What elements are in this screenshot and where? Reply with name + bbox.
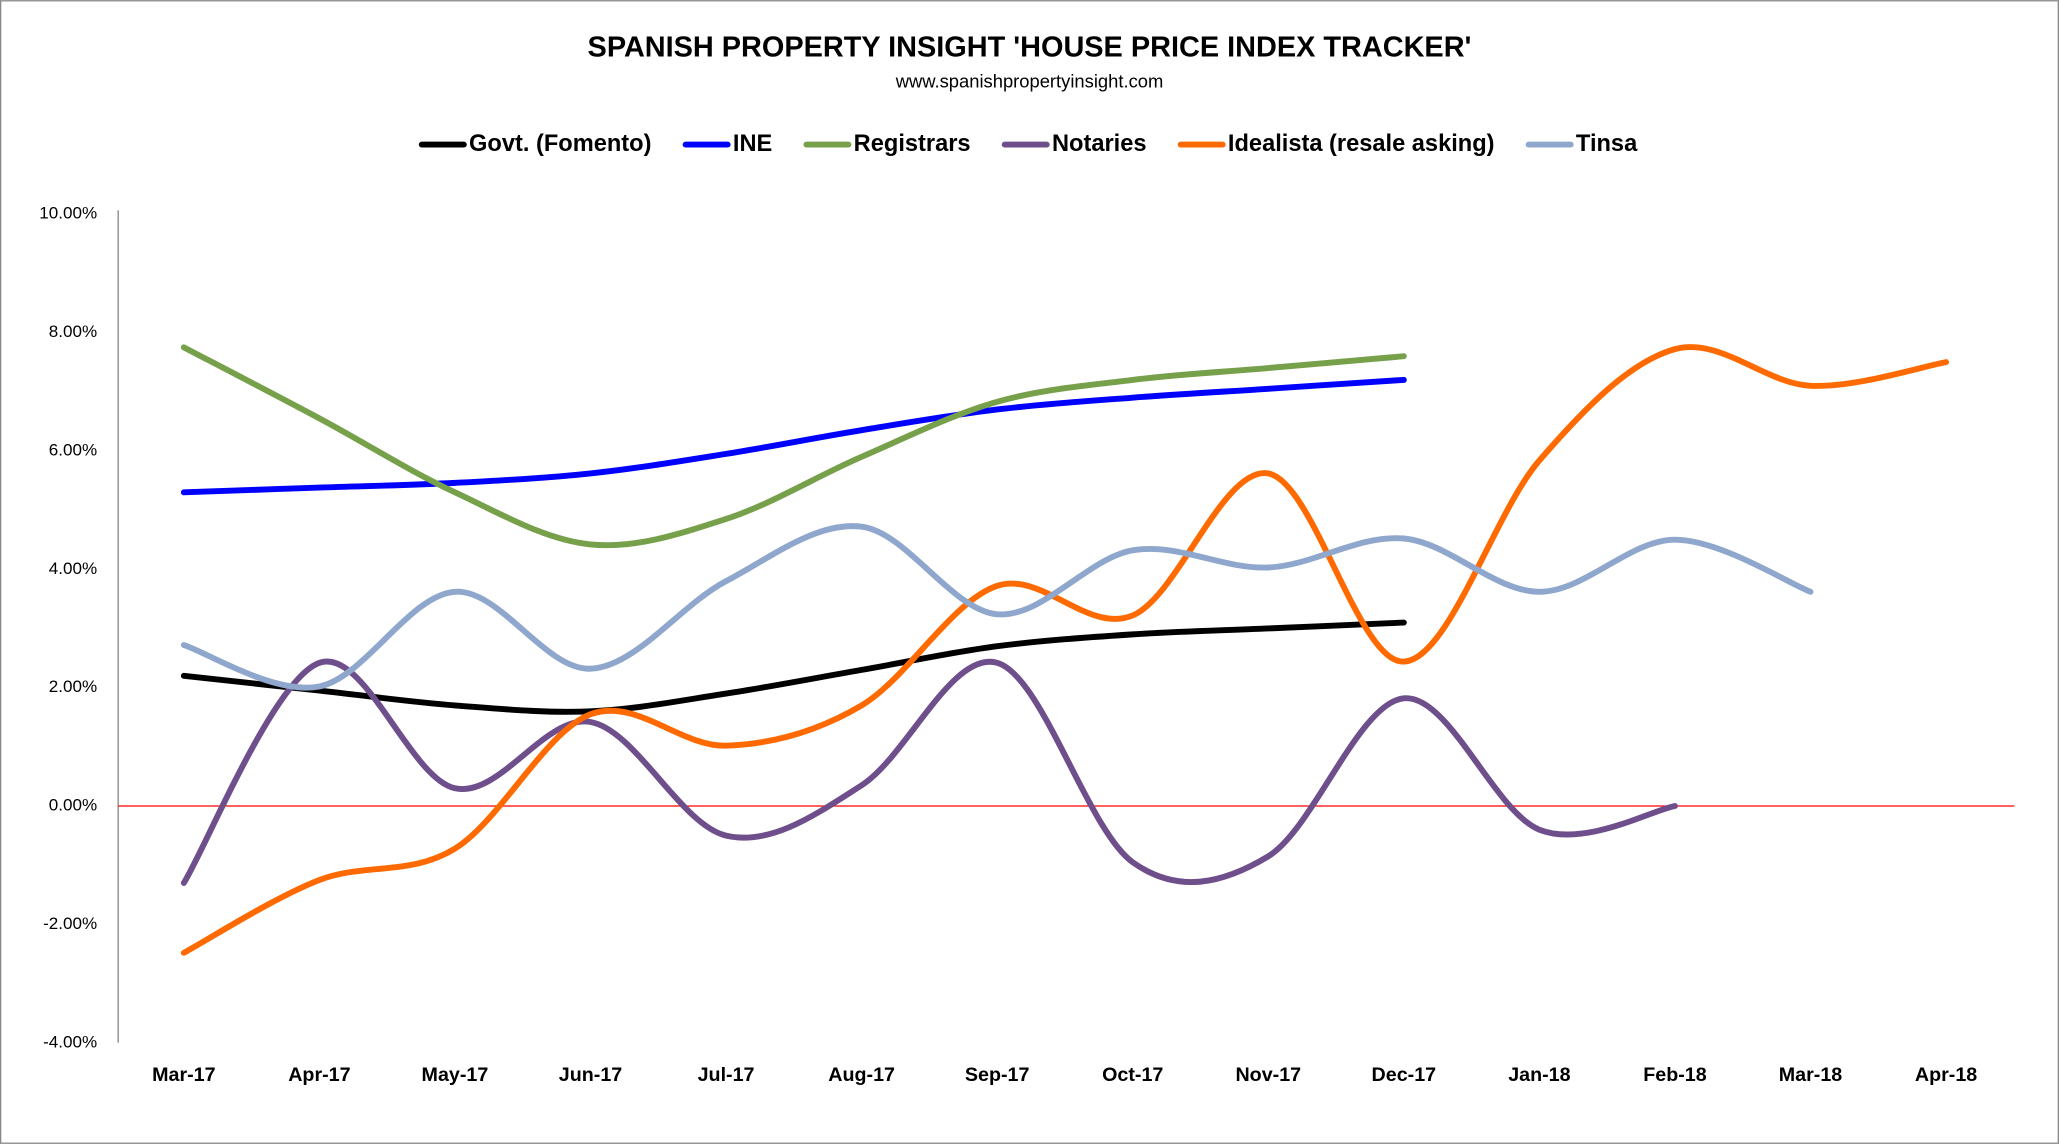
legend-label: INE: [733, 131, 772, 157]
series-line: [180, 619, 1407, 715]
legend-label: Idealista (resale asking): [1228, 131, 1495, 157]
x-tick-label: Aug-17: [828, 1064, 895, 1086]
y-tick-label: -2.00%: [43, 914, 97, 933]
y-tick-label: -4.00%: [43, 1032, 97, 1051]
x-tick-label: Jun-17: [559, 1064, 623, 1086]
x-tick-label: Jan-18: [1508, 1064, 1570, 1086]
x-tick-label: Jul-17: [698, 1064, 755, 1086]
x-tick-label: Mar-17: [152, 1064, 216, 1086]
legend-label: Govt. (Fomento): [469, 131, 651, 157]
y-tick-label: 2.00%: [49, 677, 97, 696]
y-tick-label: 4.00%: [49, 559, 97, 578]
series-line: [180, 344, 1950, 956]
chart-subtitle: www.spanishpropertyinsight.com: [895, 71, 1164, 92]
x-tick-label: May-17: [422, 1064, 489, 1086]
x-tick-label: Apr-18: [1915, 1064, 1977, 1086]
legend-label: Notaries: [1052, 131, 1147, 157]
x-tick-label: Dec-17: [1372, 1064, 1437, 1086]
x-tick-label: Apr-17: [288, 1064, 350, 1086]
x-tick-label: Mar-18: [1779, 1064, 1843, 1086]
legend-label: Registrars: [854, 131, 971, 157]
series-line: [180, 523, 1814, 691]
series-line: [180, 344, 1407, 549]
x-tick-label: Sep-17: [965, 1064, 1030, 1086]
legend-label: Tinsa: [1576, 131, 1638, 157]
y-tick-label: 8.00%: [49, 322, 97, 341]
y-tick-label: 0.00%: [49, 796, 97, 815]
series-line: [180, 376, 1407, 496]
y-tick-label: 10.00%: [39, 204, 97, 223]
chart-title: SPANISH PROPERTY INSIGHT 'HOUSE PRICE IN…: [588, 31, 1472, 63]
x-tick-label: Nov-17: [1235, 1064, 1301, 1086]
x-tick-label: Oct-17: [1102, 1064, 1163, 1086]
y-tick-label: 6.00%: [49, 440, 97, 459]
x-tick-label: Feb-18: [1643, 1064, 1707, 1086]
series-line: [180, 658, 1678, 886]
